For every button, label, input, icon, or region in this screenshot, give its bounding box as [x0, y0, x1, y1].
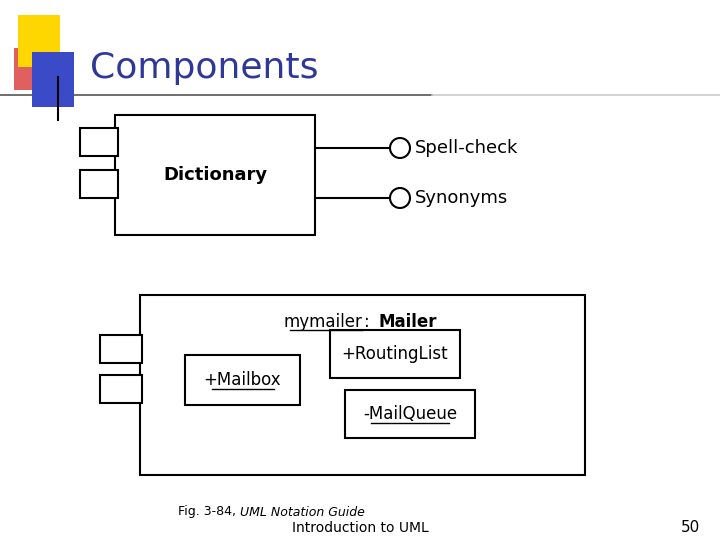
- Text: +RoutingList: +RoutingList: [342, 345, 449, 363]
- Bar: [100, 375, 142, 403]
- Text: Introduction to UML: Introduction to UML: [292, 521, 428, 535]
- Text: Mailer: Mailer: [378, 313, 436, 331]
- Bar: [185, 355, 300, 405]
- Text: Dictionary: Dictionary: [163, 166, 267, 184]
- Circle shape: [390, 188, 410, 208]
- Bar: [80, 128, 118, 156]
- Text: Spell-check: Spell-check: [415, 139, 518, 157]
- Bar: [140, 295, 585, 475]
- Text: Fig. 3-84,: Fig. 3-84,: [178, 505, 240, 518]
- Text: +Mailbox: +Mailbox: [204, 371, 282, 389]
- Text: Components: Components: [90, 51, 318, 85]
- Text: 50: 50: [680, 521, 700, 536]
- Bar: [80, 170, 118, 198]
- Text: UML Notation Guide: UML Notation Guide: [240, 505, 365, 518]
- Bar: [330, 330, 460, 378]
- Circle shape: [390, 138, 410, 158]
- Bar: [115, 115, 315, 235]
- Bar: [14, 48, 52, 90]
- Bar: [345, 390, 475, 438]
- Text: -MailQueue: -MailQueue: [363, 405, 457, 423]
- Text: mymailer: mymailer: [283, 313, 362, 331]
- Text: Synonyms: Synonyms: [415, 189, 508, 207]
- Bar: [18, 15, 60, 67]
- Bar: [32, 52, 74, 107]
- Text: :: :: [364, 313, 375, 331]
- Bar: [100, 335, 142, 363]
